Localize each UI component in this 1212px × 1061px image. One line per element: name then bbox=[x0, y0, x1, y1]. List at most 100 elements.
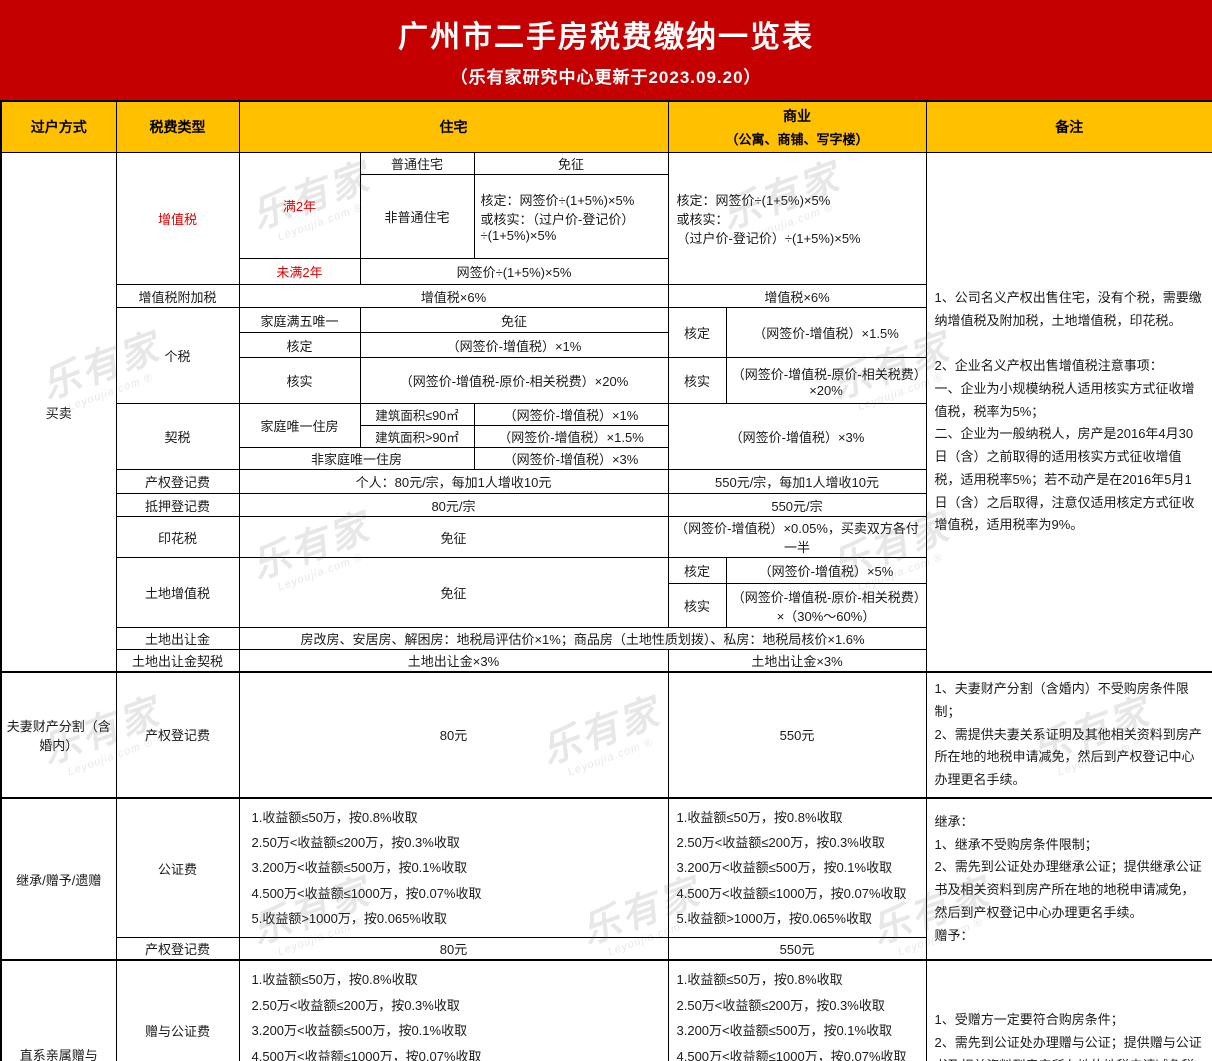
cell-gift-notary-label: 赠与公证费 bbox=[115, 959, 240, 1061]
cell-reg-com: 550元/宗，每加1人增收10元 bbox=[667, 469, 927, 494]
cell-deed-large: 建筑面积>90㎡ bbox=[359, 425, 475, 448]
cell-land-grant-value: 房改房、安居房、解困房：地税局评估价×1%；商品房（土地性质划拨）、私房：地税局… bbox=[238, 627, 927, 650]
cell-spouse-notes: 1、夫妻财产分割（含婚内）不受购房条件限制； 2、需提供夫妻关系证明及其他相关资… bbox=[925, 671, 1212, 799]
cell-spouse-reg-label: 产权登记费 bbox=[115, 671, 240, 799]
cell-spouse-reg-com: 550元 bbox=[667, 671, 927, 799]
cell-income-verify-label: 核实 bbox=[238, 357, 361, 404]
page-subtitle: （乐有家研究中心更新于2023.09.20） bbox=[450, 68, 762, 87]
cell-inherit-notary-label: 公证费 bbox=[115, 796, 240, 939]
cell-gift-tiers-com: 1.收益额≤50万，按0.8%收取 2.50万<收益额≤200万，按0.3%收取… bbox=[667, 959, 927, 1061]
cell-sale-vat-label: 增值税 bbox=[115, 152, 240, 285]
cell-income-exempt-label: 家庭满五唯一 bbox=[238, 307, 361, 333]
header-notes: 备注 bbox=[925, 100, 1212, 153]
cell-deed-not-only: 非家庭唯一住房 bbox=[238, 447, 475, 470]
cell-land-vat-com-assess-label: 核定 bbox=[667, 557, 727, 584]
cell-vat-addon-label: 增值税附加税 bbox=[115, 284, 240, 308]
cell-stamp-com: （网签价-增值税）×0.05%，买卖双方各付一半 bbox=[667, 516, 927, 558]
cell-spouse-label: 夫妻财产分割（含婚内） bbox=[0, 671, 117, 799]
page-title: 广州市二手房税费缴纳一览表 bbox=[398, 21, 814, 54]
header-commercial-title: 商业 bbox=[783, 108, 811, 124]
cell-inherit-label: 继承/赠予/遗赠 bbox=[0, 796, 117, 961]
cell-gift-notes: 1、受赠方一定要符合购房条件； 2、需先到公证处办理赠与公证；提供赠与公证书及相… bbox=[925, 959, 1212, 1061]
table-row: 印花税 免征 （网签价-增值税）×0.05%，买卖双方各付一半 bbox=[1, 516, 1212, 558]
cell-sale-label: 买卖 bbox=[0, 152, 117, 673]
cell-spouse-reg-res: 80元 bbox=[238, 671, 669, 799]
header-row: 过户方式 税费类型 住宅 商业 （公寓、商铺、写字楼） 备注 bbox=[0, 100, 1212, 153]
cell-income-com-verify-value: （网签价-增值税-原价-相关税费）×20% bbox=[725, 357, 927, 404]
cell-vat-ordinary-value: 免征 bbox=[473, 152, 669, 175]
cell-vat-com-value: 核定：网签价÷(1+5%)×5% 或核实： （过户价-登记价）÷(1+5%)×5… bbox=[667, 152, 927, 285]
cell-vat-over2: 满2年 bbox=[238, 152, 361, 259]
cell-land-vat-com-verify-label: 核实 bbox=[667, 583, 727, 628]
cell-sale-notes: 1、公司名义产权出售住宅，没有个税，需要缴纳增值税及附加税，土地增值税，印花税。… bbox=[925, 152, 1212, 673]
cell-vat-addon-res: 增值税×6% bbox=[238, 284, 669, 308]
cell-income-com-assess-value: （网签价-增值税）×1.5% bbox=[725, 307, 927, 358]
cell-vat-addon-com: 增值税×6% bbox=[667, 284, 927, 308]
table-row: 产权登记费 个人：80元/宗，每加1人增收10元 550元/宗，每加1人增收10… bbox=[1, 469, 1212, 494]
table-row: 核实 （网签价-增值税-原价-相关税费）×20% 核实 （网签价-增值税-原价-… bbox=[1, 357, 1212, 404]
cell-deed-only: 家庭唯一住房 bbox=[238, 403, 361, 448]
table-row: 夫妻财产分割（含婚内） 产权登记费 80元 550元 1、夫妻财产分割（含婚内）… bbox=[0, 671, 1212, 799]
table-row: 建筑面积>90㎡ （网签价-增值税）×1.5% bbox=[1, 425, 1212, 448]
cell-mortgage-com: 550元/宗 bbox=[667, 493, 927, 517]
cell-land-vat-res: 免征 bbox=[238, 557, 669, 628]
header-commercial: 商业 （公寓、商铺、写字楼） bbox=[667, 100, 927, 153]
cell-inherit-notes: 继承： 1、继承不受购房条件限制； 2、需先到公证处办理继承公证；提供继承公证书… bbox=[925, 796, 1212, 961]
cell-mortgage-res: 80元/宗 bbox=[238, 493, 669, 517]
table-row: 未满2年 网签价÷(1+5%)×5% bbox=[1, 258, 1212, 285]
cell-vat-under2-value: 网签价÷(1+5%)×5% bbox=[359, 258, 669, 285]
table-row: 买卖 增值税 满2年 普通住宅 免征 核定：网签价÷(1+5%)×5% 或核实：… bbox=[0, 152, 1212, 673]
cell-vat-non-ordinary-value: 核定：网签价÷(1+5%)×5% 或核实：（过户价-登记价） ÷(1+5%)×5… bbox=[473, 174, 669, 259]
cell-reg-res: 个人：80元/宗，每加1人增收10元 bbox=[238, 469, 669, 494]
cell-vat-non-ordinary: 非普通住宅 bbox=[359, 174, 475, 259]
cell-inherit-tiers-res: 1.收益额≤50万，按0.8%收取 2.50万<收益额≤200万，按0.3%收取… bbox=[238, 796, 669, 939]
cell-deed-large-value: （网签价-增值税）×1.5% bbox=[473, 425, 669, 448]
cell-deed-not-only-value: （网签价-增值税）×3% bbox=[473, 447, 669, 470]
table-row: 土地出让金 房改房、安居房、解困房：地税局评估价×1%；商品房（土地性质划拨）、… bbox=[1, 627, 1212, 650]
table-row: 核定 （网签价-增值税）×1% bbox=[1, 332, 1212, 358]
cell-inherit-reg-com: 550元 bbox=[667, 937, 927, 961]
header-residential: 住宅 bbox=[238, 100, 669, 153]
cell-income-exempt-value: 免征 bbox=[359, 307, 669, 333]
cell-inherit-tiers-com: 1.收益额≤50万，按0.8%收取 2.50万<收益额≤200万，按0.3%收取… bbox=[667, 796, 927, 939]
tax-table: 过户方式 税费类型 住宅 商业 （公寓、商铺、写字楼） 备注 买卖 增值税 满2… bbox=[0, 100, 1212, 1061]
cell-deed-small: 建筑面积≤90㎡ bbox=[359, 403, 475, 426]
table-row: 直系亲属赠与 赠与公证费 1.收益额≤50万，按0.8%收取 2.50万<收益额… bbox=[0, 959, 1212, 1061]
cell-land-grant-deed-label: 土地出让金契税 bbox=[115, 649, 240, 673]
cell-income-label: 个税 bbox=[115, 307, 240, 404]
table-row: 核实 （网签价-增值税-原价-相关税费）×（30%～60%） bbox=[1, 583, 1212, 628]
table-row: 非普通住宅 核定：网签价÷(1+5%)×5% 或核实：（过户价-登记价） ÷(1… bbox=[1, 174, 1212, 259]
table-row: 继承/赠予/遗赠 公证费 1.收益额≤50万，按0.8%收取 2.50万<收益额… bbox=[0, 796, 1212, 961]
cell-inherit-reg-res: 80元 bbox=[238, 937, 669, 961]
cell-income-assess-value: （网签价-增值税）×1% bbox=[359, 332, 669, 358]
cell-deed-com-value: （网签价-增值税）×3% bbox=[667, 403, 927, 470]
cell-gift-tiers-res: 1.收益额≤50万，按0.8%收取 2.50万<收益额≤200万，按0.3%收取… bbox=[238, 959, 669, 1061]
header-commercial-sub: （公寓、商铺、写字楼） bbox=[725, 132, 869, 147]
header-transfer: 过户方式 bbox=[0, 100, 117, 153]
cell-mortgage-label: 抵押登记费 bbox=[115, 493, 240, 517]
cell-income-com-verify-label: 核实 bbox=[667, 357, 727, 404]
cell-land-grant-deed-com: 土地出让金×3% bbox=[667, 649, 927, 673]
table-row: 土地增值税 免征 核定 （网签价-增值税）×5% bbox=[1, 557, 1212, 628]
header-tax-type: 税费类型 bbox=[115, 100, 240, 153]
cell-reg-label: 产权登记费 bbox=[115, 469, 240, 494]
title-banner: 广州市二手房税费缴纳一览表 （乐有家研究中心更新于2023.09.20） bbox=[0, 0, 1212, 100]
cell-inherit-reg-label: 产权登记费 bbox=[115, 937, 240, 961]
cell-stamp-res: 免征 bbox=[238, 516, 669, 558]
cell-land-vat-label: 土地增值税 bbox=[115, 557, 240, 628]
cell-income-verify-value: （网签价-增值税-原价-相关税费）×20% bbox=[359, 357, 669, 404]
cell-income-com-assess-label: 核定 bbox=[667, 307, 727, 358]
cell-vat-ordinary: 普通住宅 bbox=[359, 152, 475, 175]
cell-gift-label: 直系亲属赠与 bbox=[0, 959, 117, 1061]
table-row: 增值税附加税 增值税×6% 增值税×6% bbox=[1, 284, 1212, 308]
cell-land-grant-label: 土地出让金 bbox=[115, 627, 240, 650]
cell-vat-under2: 未满2年 bbox=[238, 258, 361, 285]
cell-land-vat-com-assess-value: （网签价-增值税）×5% bbox=[725, 557, 927, 584]
cell-land-grant-deed-res: 土地出让金×3% bbox=[238, 649, 669, 673]
cell-stamp-label: 印花税 bbox=[115, 516, 240, 558]
cell-deed-small-value: （网签价-增值税）×1% bbox=[473, 403, 669, 426]
cell-deed-label: 契税 bbox=[115, 403, 240, 470]
cell-land-vat-com-verify-value: （网签价-增值税-原价-相关税费）×（30%～60%） bbox=[725, 583, 927, 628]
table-row: 非家庭唯一住房 （网签价-增值税）×3% bbox=[1, 447, 1212, 470]
